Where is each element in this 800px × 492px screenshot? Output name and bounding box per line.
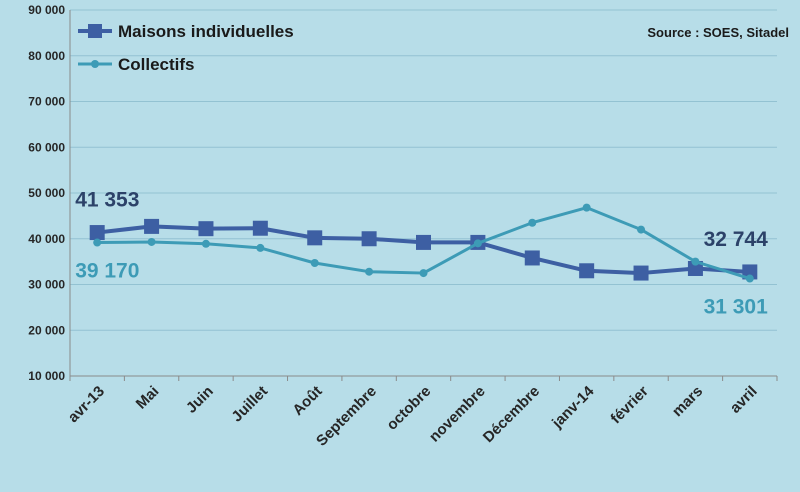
legend-marker-circle <box>91 60 99 68</box>
x-tick-label: février <box>607 383 652 428</box>
y-tick-label: 40 000 <box>28 232 65 246</box>
data-point-circle <box>201 239 210 248</box>
data-point-square <box>361 231 377 247</box>
series <box>89 203 758 283</box>
data-point-square <box>633 265 649 281</box>
data-point-circle <box>310 258 319 267</box>
y-tick-label: 80 000 <box>28 49 65 63</box>
data-point-square <box>687 260 703 276</box>
data-point-circle <box>147 237 156 246</box>
x-tick-label: Décembre <box>480 383 543 446</box>
data-point-circle <box>256 243 265 252</box>
data-point-square <box>252 220 268 236</box>
data-point-square <box>89 225 105 241</box>
data-point-square <box>144 218 160 234</box>
y-tick-label: 60 000 <box>28 140 65 154</box>
y-tick-label: 70 000 <box>28 95 65 109</box>
x-tick-label: Août <box>289 383 325 419</box>
data-point-circle <box>93 238 102 247</box>
source-label: Source : SOES, Sitadel <box>647 25 789 40</box>
value-annotation: 32 744 <box>704 228 769 251</box>
data-labels: 41 353 39 170 32 744 31 301 <box>75 189 768 319</box>
value-annotation: 39 170 <box>75 260 139 283</box>
data-point-circle <box>637 225 646 234</box>
data-point-square <box>198 221 214 237</box>
x-tick-label: avril <box>727 383 761 417</box>
data-point-square <box>416 234 431 250</box>
legend-marker-square <box>88 24 102 38</box>
y-tick-label: 30 000 <box>28 278 65 292</box>
data-point-circle <box>473 239 482 248</box>
data-point-circle <box>745 274 754 283</box>
y-tick-label: 20 000 <box>28 323 65 337</box>
data-point-circle <box>528 218 537 227</box>
x-tick-label: mars <box>669 383 706 420</box>
legend-label: Collectifs <box>118 55 195 74</box>
value-annotation: 31 301 <box>704 296 769 319</box>
legend-label: Maisons individuelles <box>118 22 294 41</box>
x-tick-label: avr-13 <box>65 383 108 426</box>
value-annotation: 41 353 <box>75 189 139 212</box>
x-tick-label: Juin <box>183 383 217 417</box>
y-tick-label: 10 000 <box>28 369 65 383</box>
data-point-square <box>579 263 595 279</box>
x-tick-label: octobre <box>383 383 434 434</box>
x-tick-label: novembre <box>426 383 489 446</box>
x-tick-label: janv-14 <box>548 382 598 432</box>
data-point-square <box>742 264 758 280</box>
data-point-square <box>524 250 540 266</box>
data-point-square <box>307 230 323 246</box>
data-point-circle <box>419 269 428 278</box>
y-tick-label: 50 000 <box>28 186 65 200</box>
x-tick-label: Juillet <box>228 383 271 426</box>
data-point-circle <box>365 267 374 276</box>
data-point-circle <box>582 203 591 212</box>
y-tick-label: 90 000 <box>28 3 65 17</box>
data-point-circle <box>691 257 700 266</box>
x-tick-label: Mai <box>133 383 163 413</box>
legend: Maisons individuelles Collectifs <box>78 22 294 74</box>
